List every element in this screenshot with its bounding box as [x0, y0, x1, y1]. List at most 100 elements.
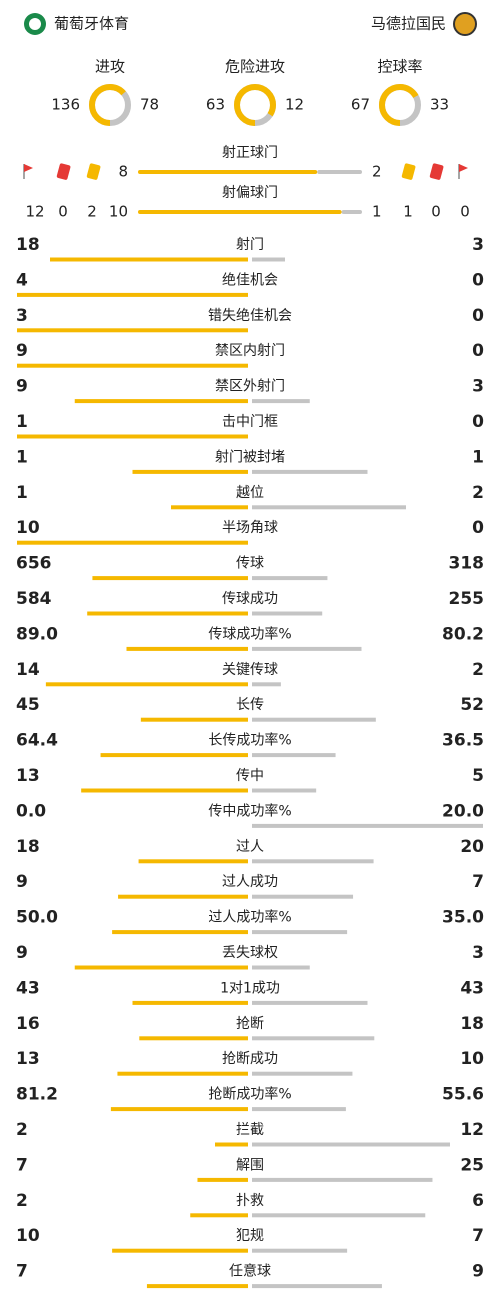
ring-home-arc: [89, 84, 131, 126]
stat-away: 0: [472, 518, 484, 538]
stat-away: 0: [472, 306, 484, 326]
shot-home-bar: [138, 210, 342, 214]
stat-home: 9: [16, 341, 28, 361]
stat-home-bar: [74, 965, 248, 970]
stat-away-bar: [252, 930, 348, 935]
stat-home-bar: [45, 682, 248, 687]
yellow-card-icon: [401, 163, 416, 180]
stat-away: 25: [460, 1155, 484, 1175]
stat-home: 9: [16, 872, 28, 892]
stat-home-bar: [126, 646, 248, 651]
stat-away-bar: [252, 1248, 348, 1253]
stat-away-bar: [252, 469, 368, 474]
stat-away-bar: [252, 611, 323, 616]
stat-away: 3: [472, 943, 484, 963]
stat-away: 3: [472, 235, 484, 255]
stat-away: 10: [460, 1049, 484, 1069]
stat-home: 2: [16, 1120, 28, 1140]
stat-home-bar: [139, 1036, 248, 1041]
stat-away-bar: [252, 682, 281, 687]
discipline-count: 12: [25, 203, 44, 221]
stat-label: 传中成功率%: [208, 802, 291, 819]
stat-away-bar: [252, 1071, 353, 1076]
ring-home: 63: [206, 96, 225, 114]
stat-label: 任意球: [229, 1263, 271, 1280]
stat-label: 解围: [236, 1157, 264, 1173]
stat-home-bar: [132, 469, 248, 474]
stat-label: 长传成功率%: [208, 732, 291, 749]
stat-home-bar: [118, 894, 248, 899]
red-card-icon: [429, 163, 444, 180]
discipline-count: 0: [58, 203, 68, 221]
shot-away: 2: [372, 163, 382, 181]
stat-away-bar: [252, 399, 310, 404]
stat-home-bar: [112, 1248, 248, 1253]
stat-label: 半场角球: [222, 520, 278, 536]
stat-away: 80.2: [442, 624, 484, 644]
ring-away: 78: [140, 96, 159, 114]
stat-home-bar: [138, 859, 248, 864]
stat-away: 35.0: [442, 908, 484, 928]
stat-label: 长传: [236, 697, 264, 713]
stat-home: 89.0: [16, 624, 58, 644]
ring-away: 12: [285, 96, 304, 114]
stat-home: 2: [16, 1191, 28, 1211]
stat-away: 0: [472, 341, 484, 361]
stat-label: 过人成功率%: [208, 909, 291, 926]
stat-home-bar: [87, 611, 248, 616]
stat-away: 20: [460, 837, 484, 857]
stat-home-bar: [74, 399, 248, 404]
ring-label: 进攻: [95, 58, 125, 76]
stat-label: 犯规: [236, 1228, 264, 1244]
ring-label: 控球率: [377, 58, 422, 76]
stat-home: 18: [16, 837, 40, 857]
stat-home-bar: [17, 363, 248, 368]
ring-home-arc: [379, 84, 421, 126]
stat-away: 52: [460, 695, 484, 715]
home-logo-inner: [29, 18, 41, 30]
stat-away: 255: [449, 589, 485, 609]
stat-home-bar: [197, 1177, 248, 1182]
stat-home-bar: [92, 576, 249, 581]
stat-away-bar: [252, 965, 310, 970]
stat-home: 10: [16, 1226, 40, 1246]
red-card-icon: [56, 163, 71, 180]
stat-home: 584: [16, 589, 52, 609]
stat-label: 1对1成功: [220, 980, 280, 996]
stat-home: 9: [16, 377, 28, 397]
stat-home: 81.2: [16, 1085, 58, 1105]
stat-away-bar: [252, 257, 285, 262]
stat-label: 禁区外射门: [215, 379, 285, 395]
stat-home-bar: [146, 1284, 248, 1289]
stat-label: 传球: [236, 556, 264, 572]
stat-home-bar: [132, 1000, 248, 1005]
stat-away-bar: [252, 859, 374, 864]
discipline-count: 2: [87, 203, 97, 221]
stat-label: 禁区内射门: [215, 343, 285, 359]
ring-label: 危险进攻: [225, 58, 285, 76]
stat-away: 43: [460, 978, 484, 998]
stat-home: 1: [16, 483, 28, 503]
ring-home: 67: [351, 96, 370, 114]
stat-label: 错失绝佳机会: [208, 308, 292, 324]
stat-home-bar: [215, 1142, 248, 1147]
stat-home: 3: [16, 306, 28, 326]
stat-away: 318: [449, 554, 485, 574]
stat-home: 10: [16, 518, 40, 538]
home-name: 葡萄牙体育: [54, 15, 129, 33]
stat-away-bar: [252, 1107, 346, 1112]
stat-away: 6: [472, 1191, 484, 1211]
stat-label: 关键传球: [222, 662, 278, 678]
yellow-card-icon: [86, 163, 101, 180]
ring-away: 33: [430, 96, 449, 114]
stat-away: 3: [472, 377, 484, 397]
shot-home-bar: [138, 170, 318, 174]
stat-label: 射门: [236, 237, 264, 253]
shot-label: 射偏球门: [222, 185, 278, 201]
stat-home-bar: [17, 292, 248, 297]
stat-away-bar: [252, 646, 362, 651]
stat-away: 36.5: [442, 731, 484, 751]
stat-home-bar: [81, 788, 249, 793]
stat-away-bar: [252, 1000, 368, 1005]
stat-home: 0.0: [16, 801, 46, 821]
